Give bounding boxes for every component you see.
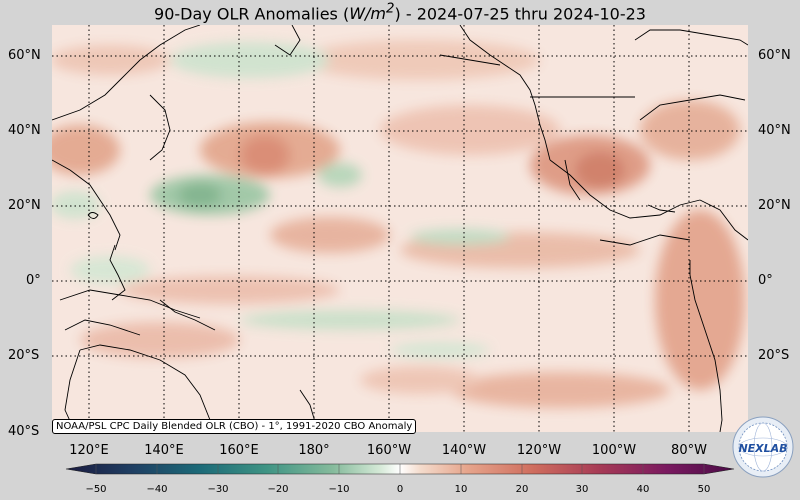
colorbar-tick-label: −40 <box>146 484 168 495</box>
colorbar-tick-label: −10 <box>328 484 350 495</box>
lon-label: 180° <box>298 443 330 458</box>
lat-label-right: 20°S <box>758 348 790 363</box>
lon-label: 160°W <box>366 443 412 458</box>
lon-label: 140°E <box>144 443 184 458</box>
colorbar-tick-label: 30 <box>575 484 589 495</box>
logo-text: NEXLAB <box>738 442 787 455</box>
olr-anomaly-field <box>52 25 748 432</box>
lat-label-left: 20°N <box>8 198 41 213</box>
data-source-credit: NOAA/PSL CPC Daily Blended OLR (CBO) - 1… <box>52 419 417 434</box>
lon-label: 80°W <box>671 443 707 458</box>
lat-label-left: 0° <box>26 273 41 288</box>
lat-label-right: 0° <box>758 273 773 288</box>
lon-label: 100°W <box>591 443 637 458</box>
colorbar <box>65 463 735 475</box>
colorbar-tick-label: −50 <box>85 484 107 495</box>
colorbar-tick-label: 10 <box>454 484 468 495</box>
nexlab-logo[interactable]: NEXLAB <box>732 416 794 478</box>
lat-label-left: 20°S <box>8 348 40 363</box>
lat-label-left: 40°S <box>8 424 40 439</box>
graticule <box>52 25 748 432</box>
coastlines <box>52 25 748 432</box>
lon-label: 120°E <box>69 443 109 458</box>
map-title: 90-Day OLR Anomalies (W/m2) - 2024-07-25… <box>154 2 646 24</box>
lat-label-left: 40°N <box>8 123 41 138</box>
colorbar-tick-label: 40 <box>636 484 650 495</box>
lon-label: 160°E <box>219 443 259 458</box>
colorbar-tick-label: 20 <box>515 484 529 495</box>
colorbar-tick-label: −20 <box>267 484 289 495</box>
colorbar-tick-label: −30 <box>207 484 229 495</box>
lon-label: 120°W <box>516 443 562 458</box>
lat-label-left: 60°N <box>8 48 41 63</box>
lat-label-right: 20°N <box>758 198 791 213</box>
colorbar-tick-label: 50 <box>697 484 711 495</box>
lat-label-right: 40°N <box>758 123 791 138</box>
colorbar-tick-label: 0 <box>396 484 404 495</box>
lat-label-right: 60°N <box>758 48 791 63</box>
lon-label: 140°W <box>441 443 487 458</box>
